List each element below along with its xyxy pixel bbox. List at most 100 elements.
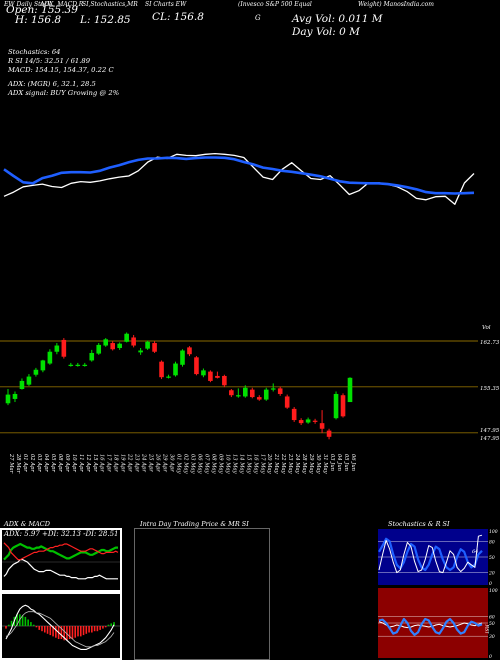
date-label: 25 Apr: [148, 453, 154, 472]
date-label: 05 Apr: [50, 454, 56, 472]
stochastics-tick: 20: [488, 571, 495, 577]
blue-average-line: [3, 156, 475, 195]
candle-body: [222, 375, 227, 386]
volume-axis-label: Vol: [482, 325, 491, 331]
candle-body: [194, 357, 199, 375]
candle-body: [26, 376, 32, 385]
candle-body: [284, 396, 290, 408]
date-label: 30 May: [315, 454, 321, 474]
date-label: 15 Apr: [92, 454, 98, 472]
candle-body: [54, 345, 60, 352]
date-label: 23 May: [287, 453, 293, 474]
date-label: 16 Apr: [99, 454, 105, 472]
plus-di-line: [3, 542, 118, 561]
date-label: 15 May: [245, 454, 251, 474]
date-label: 21 May: [273, 453, 279, 474]
date-label: 03 Jun: [329, 454, 335, 471]
header-indicators-1: ADX, MACD,R: [40, 1, 84, 8]
date-label: 02 May: [182, 454, 188, 474]
day-volume: Day Vol: 0 M: [292, 26, 360, 38]
candle-body: [326, 430, 332, 437]
header-company-1: (Invesco S&P 500 Equal: [238, 1, 312, 8]
price-axis-label: 147.95: [480, 428, 500, 434]
candle-body: [138, 350, 143, 353]
close-price: CL: 156.8: [152, 11, 204, 23]
candle-body: [12, 393, 18, 399]
date-label: 27 Mar: [8, 453, 14, 474]
date-label: 24 Apr: [141, 453, 147, 472]
header-indicators-3: SI Charts EW: [145, 1, 187, 8]
date-label: 03 Apr: [36, 454, 42, 472]
candle-body: [312, 420, 318, 422]
stochastics-tick: 50: [489, 555, 495, 561]
candlestick-chart: 162.73 155.35 147.95 147.95 Vol 27 Mar 28 Mar…: [0, 325, 500, 474]
candle-body: [256, 397, 262, 400]
date-label: 24 May: [294, 453, 300, 474]
candle-body: [82, 364, 88, 366]
price-axis-label: 147.95: [480, 436, 500, 442]
candle-body: [249, 389, 255, 398]
candle-body: [152, 343, 157, 352]
macd-lines: [2, 604, 120, 650]
adx-lines: [2, 542, 120, 580]
date-label: 16 May: [252, 454, 258, 474]
candle-body: [215, 375, 220, 378]
open-price: Open: 155.39: [6, 4, 78, 16]
rsi-readout: R SI 14/5: 32.51 / 61.89: [8, 57, 91, 65]
date-label: 31 May: [322, 454, 328, 474]
price-axis-label: 155.35: [480, 386, 500, 392]
candle-body: [19, 380, 25, 389]
candle-body: [243, 387, 248, 397]
stochastics-k-line: [378, 537, 483, 572]
date-label: 10 May: [224, 454, 230, 474]
moving-average-chart: [3, 152, 475, 205]
candle-body: [40, 360, 46, 371]
candle-body: [110, 343, 115, 350]
rsi-line: [378, 621, 483, 629]
date-label: 14 May: [238, 454, 244, 474]
macd-panel: [2, 594, 120, 658]
adx-values-label: ADX: 5.97 +DI: 32.13 -DI: 28.51: [4, 530, 119, 538]
candle-body: [145, 341, 150, 349]
candle-body: [201, 370, 206, 376]
candle-body: [124, 333, 129, 342]
avg-volume: Avg Vol: 0.011 M: [292, 13, 383, 25]
rsi-panel: [378, 588, 488, 658]
date-label: 04 Apr: [43, 454, 49, 472]
stochastics-lines: [378, 534, 488, 574]
date-label: 17 May: [259, 454, 265, 474]
date-label: 02 Apr: [29, 454, 35, 472]
rsi-tick: 60: [489, 614, 495, 620]
date-label: 11 Apr: [78, 454, 84, 472]
stochastics-tick: 0: [489, 581, 492, 587]
date-label: 23 Apr: [134, 453, 140, 472]
price-axis-label: 162.73: [480, 340, 500, 346]
date-label: 22 Apr: [127, 453, 133, 472]
high-price: H: 156.8: [15, 14, 62, 26]
candle-body: [298, 420, 304, 424]
date-label: 08 May: [210, 454, 216, 474]
candle-body: [187, 347, 192, 355]
date-label: 06 May: [196, 454, 202, 474]
macd-signal-line: [5, 611, 115, 648]
candle-body: [131, 337, 136, 346]
macd-line: [5, 604, 115, 650]
date-label: 20 May: [266, 453, 272, 474]
stochastics-title: Stochastics & R SI: [388, 520, 450, 528]
stochastics-tick: 80: [489, 539, 495, 545]
candle-body: [340, 395, 346, 417]
date-label: 28 Mar: [15, 453, 21, 474]
stochastics-value-label: 64: [472, 549, 479, 555]
date-label: 09 Apr: [64, 454, 70, 472]
date-label: 22 May: [280, 453, 286, 474]
stochastics-d-line: [378, 534, 483, 574]
candle-body: [166, 376, 171, 378]
stochastics-axis: 100 80 50 20 0: [488, 529, 498, 587]
adx-readout: ADX: (MGR) 6, 32.1, 28.5: [8, 80, 96, 88]
rsi-tick: 30: [489, 634, 495, 640]
date-label: 09 May: [217, 454, 223, 474]
low-price: L: 152.85: [80, 14, 131, 26]
candle-body: [173, 363, 178, 376]
rsi-tick: 100: [489, 588, 498, 594]
